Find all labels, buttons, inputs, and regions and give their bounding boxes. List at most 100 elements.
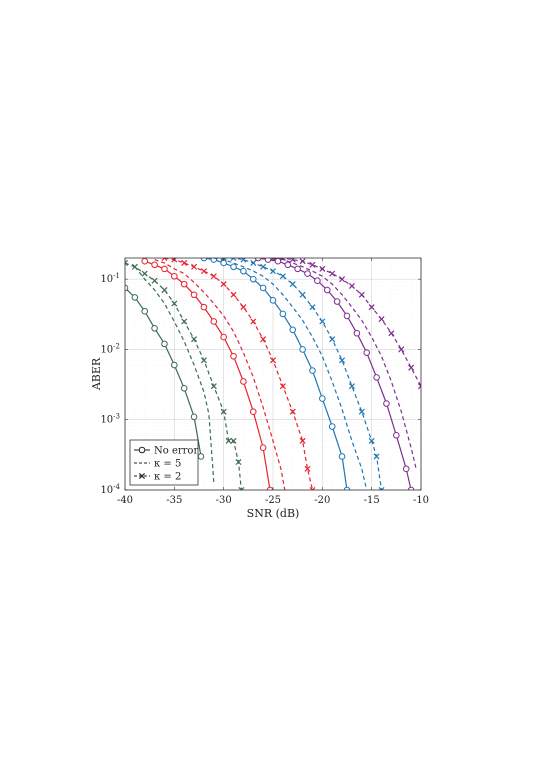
data-point-cross [240, 304, 247, 311]
data-point-circle [407, 486, 415, 490]
data-point-circle [230, 352, 237, 360]
marker-cross-stroke [220, 258, 225, 262]
data-point-cross [329, 336, 336, 343]
data-point-circle [266, 486, 274, 490]
y-tick-label: 10-4 [100, 483, 120, 496]
marker-cross-stroke [304, 465, 311, 472]
marker-cross-stroke [191, 336, 198, 343]
marker-cross-stroke [358, 408, 365, 415]
data-point-circle [210, 258, 218, 263]
marker-cross-stroke [235, 459, 242, 466]
data-point-circle [131, 294, 139, 301]
data-point-cross [260, 263, 267, 270]
data-point-cross [378, 316, 385, 323]
data-point-cross [161, 287, 168, 294]
y-tick-label: 10-1 [100, 272, 120, 285]
series-blue-no-error [200, 258, 351, 490]
data-point-cross [131, 263, 138, 270]
legend-label-no-error: No error [154, 446, 198, 457]
data-point-cross [260, 336, 267, 343]
series-line [134, 266, 215, 483]
marker-cross-stroke [269, 258, 274, 262]
marker-cross-stroke [319, 318, 326, 325]
data-point-circle [151, 261, 158, 269]
series-green-kappa-2 [125, 259, 245, 490]
data-point-cross [358, 291, 365, 298]
data-point-cross [299, 258, 306, 265]
marker-cross-stroke [269, 357, 277, 364]
data-point-circle [210, 318, 218, 325]
data-point-cross [269, 357, 277, 364]
data-point-circle [200, 258, 208, 262]
data-point-cross [368, 437, 375, 444]
data-point-circle [343, 312, 351, 320]
marker-cross-stroke [299, 437, 306, 444]
data-point-cross [125, 259, 129, 266]
marker-cross-stroke [220, 281, 227, 288]
marker-cross-stroke [279, 258, 284, 262]
marker-cross-stroke [163, 258, 168, 262]
marker-cross-stroke [232, 258, 237, 262]
legend: No error κ = 5 κ = 2 [129, 439, 198, 486]
data-point-cross [373, 453, 380, 460]
data-point-cross [238, 486, 245, 490]
data-point-cross [191, 263, 198, 270]
marker-cross-stroke [339, 357, 346, 364]
data-point-circle [289, 326, 297, 334]
marker-cross-stroke [191, 263, 198, 270]
data-point-cross [309, 486, 316, 490]
data-point-cross [220, 281, 227, 288]
data-point-cross [339, 357, 346, 364]
x-tick-label: -35 [166, 495, 182, 506]
marker-cross-stroke [240, 304, 247, 311]
data-point-cross [181, 259, 188, 266]
data-point-cross [200, 268, 207, 275]
data-point-circle [259, 284, 267, 292]
data-point-cross [230, 437, 237, 444]
marker-cross-stroke [200, 357, 207, 364]
data-point-circle [314, 277, 321, 285]
series-layer [125, 258, 421, 490]
marker-cross-stroke [398, 346, 405, 353]
data-point-circle [180, 280, 188, 288]
marker-cross-stroke [260, 263, 267, 270]
marker-cross-stroke [131, 263, 138, 270]
data-point-circle [125, 284, 129, 292]
series-green-no-error [125, 284, 205, 460]
data-point-cross [269, 258, 277, 262]
y-axis: 10-4 10-3 10-2 10-1 [100, 272, 421, 496]
data-point-cross [200, 357, 207, 364]
marker-cross-stroke [368, 437, 375, 444]
marker-cross-stroke [250, 259, 257, 266]
marker-cross-stroke [417, 385, 421, 390]
data-point-cross [210, 383, 217, 390]
data-point-cross [289, 281, 296, 288]
marker-cross-stroke [230, 258, 235, 262]
data-point-cross [398, 346, 405, 353]
data-point-circle [220, 333, 227, 341]
data-point-cross [319, 265, 326, 272]
data-point-circle [171, 272, 178, 280]
series-purple-kappa-2 [269, 258, 421, 390]
marker-cross-stroke [200, 268, 207, 275]
marker-cross-stroke [250, 318, 257, 325]
data-point-circle [333, 298, 341, 305]
marker-cross-stroke [380, 486, 385, 490]
marker-cross-stroke [220, 408, 227, 415]
data-point-cross [220, 258, 227, 262]
marker-cross-stroke [151, 277, 158, 284]
series-red-kappa-2 [161, 258, 316, 490]
data-point-cross [279, 273, 286, 280]
data-point-cross [408, 364, 415, 371]
series-purple-kappa-5 [272, 258, 417, 469]
data-point-circle [190, 413, 198, 421]
series-line [223, 258, 383, 490]
x-tick-label: -15 [364, 495, 380, 506]
marker-cross-stroke [161, 258, 166, 262]
marker-cross-stroke [279, 273, 286, 280]
data-point-cross [171, 300, 178, 307]
marker-cross-stroke [368, 304, 375, 311]
x-tick-label: -10 [413, 495, 429, 506]
data-point-cross [319, 318, 326, 325]
